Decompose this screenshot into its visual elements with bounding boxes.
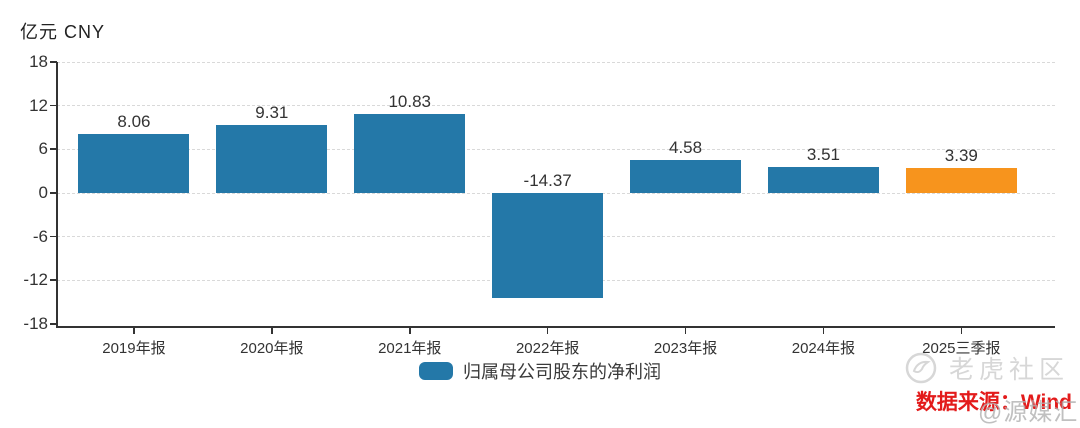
x-axis-line	[56, 326, 1055, 328]
tiger-community-watermark-text: 老虎社区	[949, 356, 1070, 384]
account-watermark-text: @源媒汇	[978, 399, 1079, 426]
y-axis-tick	[50, 61, 57, 63]
bar-value-label: 3.39	[944, 146, 978, 166]
x-axis-category-label: 2022年报	[515, 340, 580, 357]
gridline-y-12	[57, 105, 1055, 107]
x-axis-category-label: 2021年报	[378, 340, 442, 357]
x-axis-category-label: 2025三季报	[922, 340, 1001, 357]
x-axis-category-label: 2023年报	[653, 340, 718, 357]
bar-2020年报[interactable]	[216, 125, 328, 193]
y-axis-tick-label: 12	[29, 95, 48, 115]
x-axis-tick	[960, 328, 963, 334]
bar-value-label: -14.37	[523, 171, 572, 190]
x-axis-tick	[409, 328, 411, 334]
y-axis-tick	[50, 323, 57, 325]
bar-value-label: 9.31	[255, 103, 289, 123]
gridline-y-18	[57, 61, 1055, 63]
bar-value-label: 10.83	[388, 92, 432, 112]
bar-value-label: 3.51	[806, 145, 840, 165]
y-axis-tick-label: -6	[32, 226, 48, 246]
y-axis-tick-label: -18	[23, 314, 48, 333]
legend-swatch	[419, 362, 453, 380]
bar-2022年报[interactable]	[492, 193, 604, 298]
x-axis-category-label: 2019年报	[102, 340, 166, 357]
x-axis-tick	[546, 328, 549, 334]
y-axis-unit-title: 亿元 CNY	[20, 22, 106, 42]
y-axis-line	[56, 62, 58, 327]
bar-2025三季报[interactable]	[905, 168, 1017, 193]
x-axis-category-label: 2024年报	[791, 340, 856, 357]
bar-2024年报[interactable]	[767, 167, 879, 193]
data-source-label: 数据来源：Wind	[915, 391, 1072, 414]
x-axis-tick	[822, 328, 825, 334]
y-axis-tick-label: 0	[38, 183, 48, 202]
y-axis-tick	[50, 192, 57, 194]
y-axis-tick-label: -12	[23, 270, 48, 290]
y-axis-tick-label: 18	[29, 52, 48, 71]
x-axis-tick	[271, 328, 273, 334]
x-axis-category-label: 2020年报	[240, 340, 304, 357]
y-axis-tick	[50, 235, 57, 238]
x-axis-tick	[684, 328, 687, 334]
y-axis-tick	[50, 279, 57, 281]
x-axis-tick	[133, 328, 135, 334]
y-axis-tick	[50, 148, 57, 150]
y-axis-tick-label: 6	[38, 139, 48, 159]
y-axis-tick	[50, 104, 57, 107]
gridline-y-6	[57, 148, 1055, 150]
bar-value-label: 8.06	[117, 112, 151, 132]
bar-2023年报[interactable]	[630, 159, 742, 193]
bar-2021年报[interactable]	[354, 114, 466, 193]
tiger-logo-icon	[905, 352, 937, 384]
legend[interactable]: 归属母公司股东的净利润	[0, 358, 1080, 384]
tiger-community-watermark: 老虎社区	[905, 350, 1069, 386]
bar-2019年报[interactable]	[78, 134, 190, 193]
bar-value-label: 4.58	[669, 137, 703, 157]
legend-series-label: 归属母公司股东的净利润	[463, 362, 661, 382]
